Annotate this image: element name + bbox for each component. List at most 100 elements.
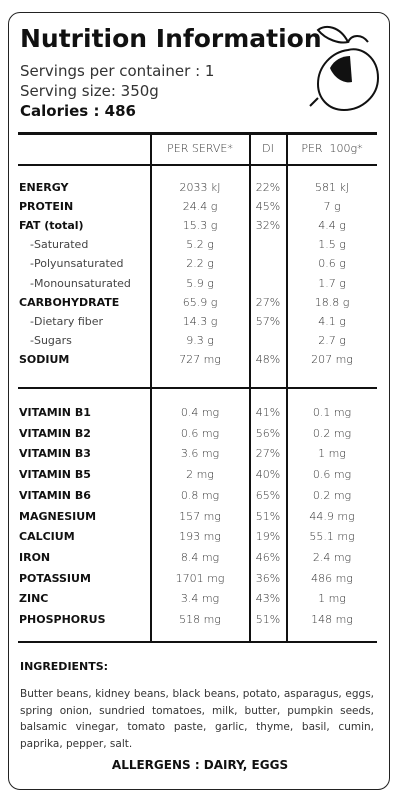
per-100g: 0.2 mg [312, 488, 352, 502]
per-serve: 0.4 mg [180, 406, 220, 419]
per-serve: 14.3 g [182, 314, 218, 328]
row-label: PROTEIN [19, 200, 74, 214]
rule [18, 641, 377, 643]
row-label: IRON [19, 550, 51, 564]
row-label: ZINC [19, 592, 49, 606]
per-serve: 518 mg [179, 613, 221, 626]
row-label: POTASSIUM [19, 571, 91, 585]
per-100g: 1 mg [318, 592, 346, 606]
daily-intake: 45% [255, 200, 281, 214]
row-label: SODIUM [19, 352, 70, 366]
per-serve: 8.4 mg [180, 550, 220, 564]
per-100g: 44.9 mg [309, 509, 355, 523]
allergens: ALLERGENS : DAIRY, EGGS [111, 758, 289, 772]
per-100g: 1 mg [318, 447, 346, 461]
per-100g: 207 mg [311, 352, 353, 366]
per-serve: 5.2 g [186, 238, 214, 252]
per-100g: 1.7 g [318, 276, 346, 290]
daily-intake: 51% [255, 509, 281, 523]
daily-intake: 36% [255, 571, 281, 585]
per-100g: 4.4 g [318, 219, 346, 233]
per-100g: 2.7 g [318, 333, 346, 347]
daily-intake: 19% [255, 530, 281, 544]
per-100g: 18.8 g [314, 295, 350, 309]
per-100g: 148 mg [311, 613, 353, 626]
title: Nutrition Information [20, 24, 322, 53]
row-label: CARBOHYDRATE [19, 295, 120, 309]
per-100g: 0.6 g [318, 257, 346, 271]
column-line [286, 133, 288, 643]
rule [18, 387, 377, 389]
row-label: CALCIUM [19, 530, 75, 544]
per-serve: 3.6 mg [180, 447, 220, 461]
daily-intake: 32% [255, 219, 281, 233]
per-serve: 0.6 mg [180, 426, 220, 440]
daily-intake: 40% [255, 468, 281, 482]
per-serve: 65.9 g [182, 295, 218, 309]
per-100g: 55.1 mg [309, 530, 355, 544]
row-label: PHOSPHORUS [19, 613, 106, 626]
daily-intake: 46% [255, 550, 281, 564]
rule [18, 132, 377, 135]
per-serve: 5.9 g [186, 276, 214, 290]
per-100g: 0.2 mg [312, 426, 352, 440]
column-header: DI [262, 142, 274, 155]
per-serve: 2033 kJ [179, 181, 221, 194]
daily-intake: 43% [255, 592, 281, 606]
per-serve: 24.4 g [182, 200, 218, 214]
servings: Servings per container : 1 [20, 62, 215, 80]
daily-intake: 41% [255, 406, 281, 419]
row-label: VITAMIN B1 [19, 406, 91, 419]
per-100g: 0.1 mg [312, 406, 352, 419]
daily-intake: 57% [255, 314, 281, 328]
per-serve: 2.2 g [186, 257, 214, 271]
row-label: VITAMIN B2 [19, 426, 91, 440]
row-label: FAT (total) [19, 219, 84, 233]
column-header: PER 100g* [301, 142, 363, 155]
lemon-icon [309, 25, 380, 112]
per-serve: 1701 mg [175, 571, 225, 585]
per-serve: 157 mg [179, 509, 221, 523]
row-label: ENERGY [19, 181, 69, 194]
per-100g: 7 g [323, 200, 341, 214]
per-100g: 581 kJ [314, 181, 350, 194]
ingredients-text: Butter beans, kidney beans, black beans,… [20, 688, 374, 750]
per-serve: 727 mg [179, 352, 221, 366]
border [8, 12, 390, 790]
per-100g: 2.4 mg [312, 550, 352, 564]
per-serve: 2 mg [186, 468, 214, 482]
daily-intake: 27% [255, 447, 281, 461]
column-line [249, 133, 251, 643]
daily-intake: 48% [255, 352, 281, 366]
row-label: -Sugars [30, 333, 72, 347]
column-line [150, 133, 152, 643]
column-header: PER SERVE* [167, 142, 233, 155]
daily-intake: 65% [255, 488, 281, 502]
daily-intake: 27% [255, 295, 281, 309]
per-serve: 193 mg [179, 530, 221, 544]
per-100g: 4.1 g [318, 314, 346, 328]
rule [18, 164, 377, 166]
per-serve: 3.4 mg [180, 592, 220, 606]
row-label: -Saturated [30, 238, 89, 252]
per-serve: 9.3 g [186, 333, 214, 347]
row-label: VITAMIN B6 [19, 488, 91, 502]
ingredients-heading: INGREDIENTS: [20, 660, 109, 673]
daily-intake: 51% [255, 613, 281, 626]
row-label: -Polyunsaturated [30, 257, 124, 271]
row-label: -Dietary fiber [30, 314, 104, 328]
row-label: VITAMIN B5 [19, 468, 91, 482]
serving-size: Serving size: 350g [20, 82, 159, 100]
row-label: MAGNESIUM [19, 509, 97, 523]
per-serve: 15.3 g [182, 219, 218, 233]
row-label: -Monounsaturated [30, 276, 131, 290]
row-label: VITAMIN B3 [19, 447, 91, 461]
daily-intake: 56% [255, 426, 281, 440]
daily-intake: 22% [255, 181, 281, 194]
calories: Calories : 486 [20, 102, 136, 120]
per-100g: 1.5 g [318, 238, 346, 252]
per-serve: 0.8 mg [180, 488, 220, 502]
per-100g: 486 mg [311, 571, 353, 585]
per-100g: 0.6 mg [312, 468, 352, 482]
